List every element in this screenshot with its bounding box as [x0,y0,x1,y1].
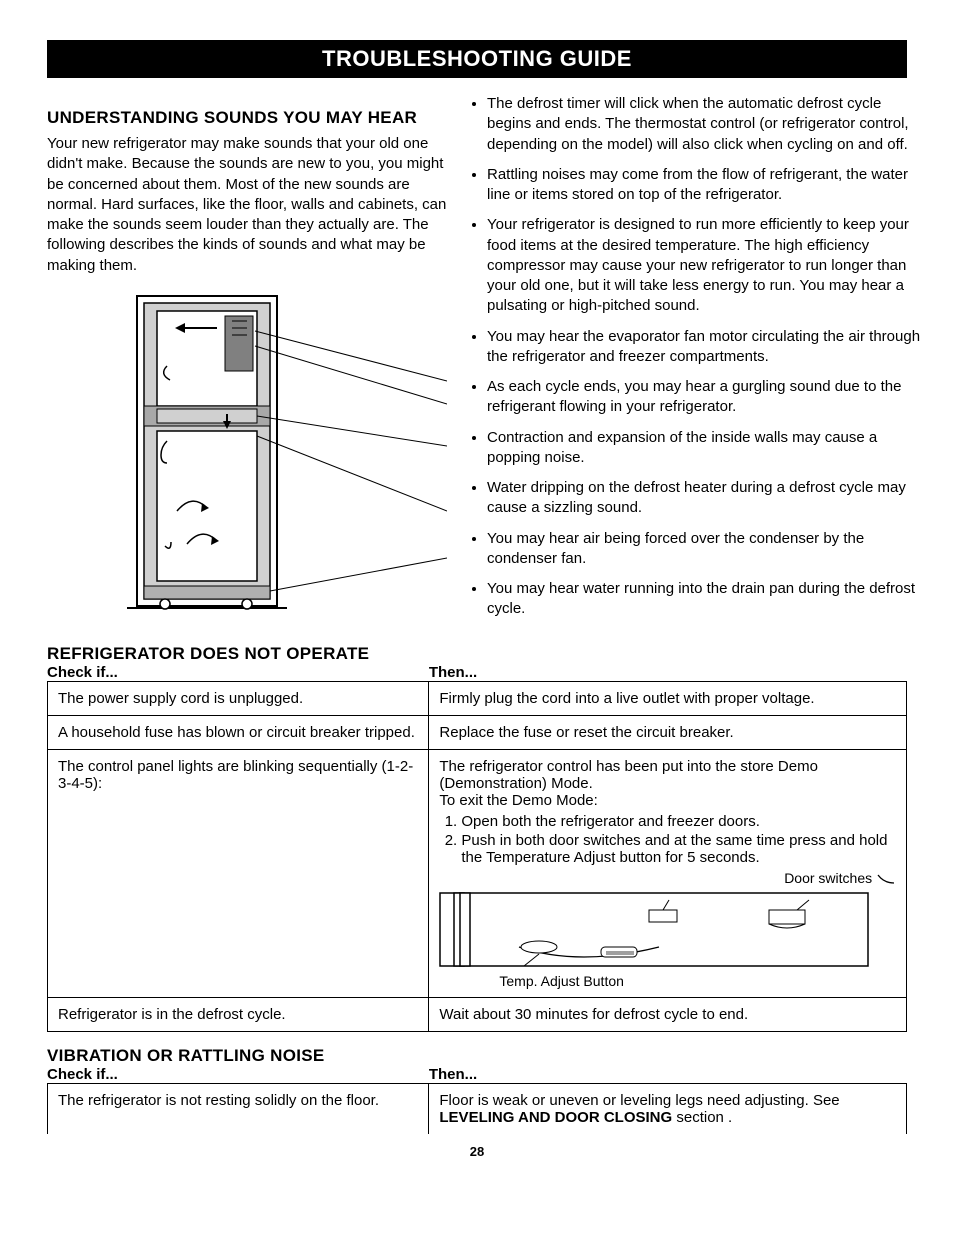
then-cell: Firmly plug the cord into a live outlet … [429,681,907,715]
bullet: You may hear water running into the drai… [487,579,927,620]
table-row: Refrigerator is in the defrost cycle. Wa… [48,997,907,1031]
vibration-table: The refrigerator is not resting solidly … [47,1083,907,1134]
sounds-right-col: The defrost timer will click when the au… [471,94,927,630]
then-lead: The refrigerator control has been put in… [439,758,896,792]
fridge-svg [47,286,447,621]
title-bar-text: TROUBLESHOOTING GUIDE [322,46,632,71]
demo-step: Push in both door switches and at the sa… [461,832,896,866]
heading-doesnot: REFRIGERATOR DOES NOT OPERATE [47,644,907,664]
header-check: Check if... [47,664,429,681]
then-suffix: section . [672,1109,732,1126]
then-cell: Wait about 30 minutes for defrost cycle … [429,997,907,1031]
table-row: The control panel lights are blinking se… [48,749,907,997]
check-cell: The power supply cord is unplugged. [48,681,429,715]
fridge-cutaway-diagram [47,286,447,625]
header-then: Then... [429,1066,907,1083]
bullet: Your refrigerator is designed to run mor… [487,215,927,316]
temp-button-label: Temp. Adjust Button [499,973,896,989]
table-row: The power supply cord is unplugged. Firm… [48,681,907,715]
sounds-intro: Your new refrigerator may make sounds th… [47,134,447,276]
bullet: Water dripping on the defrost heater dur… [487,478,927,519]
header-then: Then... [429,664,907,681]
sounds-bullets: The defrost timer will click when the au… [471,94,927,620]
then-cell: The refrigerator control has been put in… [429,749,907,997]
check-cell: The control panel lights are blinking se… [48,749,429,997]
check-cell: The refrigerator is not resting solidly … [48,1083,429,1134]
table-row: A household fuse has blown or circuit br… [48,715,907,749]
then-cell: Replace the fuse or reset the circuit br… [429,715,907,749]
check-cell: Refrigerator is in the defrost cycle. [48,997,429,1031]
demo-steps: Open both the refrigerator and freezer d… [439,813,896,866]
heading-sounds: UNDERSTANDING SOUNDS YOU MAY HEAR [47,108,447,128]
check-cell: A household fuse has blown or circuit br… [48,715,429,749]
door-switches-label: Door switches [439,870,896,886]
bullet: As each cycle ends, you may hear a gurgl… [487,377,927,418]
bullet: Rattling noises may come from the flow o… [487,165,927,206]
bullet: The defrost timer will click when the au… [487,94,927,155]
then-prefix: Floor is weak or uneven or leveling legs… [439,1092,839,1109]
bullet: You may hear air being forced over the c… [487,529,927,570]
heading-vibration: VIBRATION OR RATTLING NOISE [47,1046,907,1066]
sounds-columns: UNDERSTANDING SOUNDS YOU MAY HEAR Your n… [47,94,907,630]
manual-page: TROUBLESHOOTING GUIDE UNDERSTANDING SOUN… [47,40,907,1159]
bullet: You may hear the evaporator fan motor ci… [487,327,927,368]
doesnot-headers: Check if... Then... [47,664,907,681]
sounds-left-col: UNDERSTANDING SOUNDS YOU MAY HEAR Your n… [47,94,447,629]
table-row: The refrigerator is not resting solidly … [48,1083,907,1134]
leader-icon [876,873,896,885]
vibration-headers: Check if... Then... [47,1066,907,1083]
bullet: Contraction and expansion of the inside … [487,428,927,469]
doesnot-table: The power supply cord is unplugged. Firm… [47,681,907,1032]
page-number: 28 [47,1144,907,1159]
then-cell: Floor is weak or uneven or leveling legs… [429,1083,907,1134]
demo-step: Open both the refrigerator and freezer d… [461,813,896,830]
header-check: Check if... [47,1066,429,1083]
title-bar: TROUBLESHOOTING GUIDE [47,40,907,78]
control-panel-diagram [439,892,896,971]
then-bold: LEVELING AND DOOR CLOSING [439,1109,672,1126]
then-sub: To exit the Demo Mode: [439,792,896,809]
